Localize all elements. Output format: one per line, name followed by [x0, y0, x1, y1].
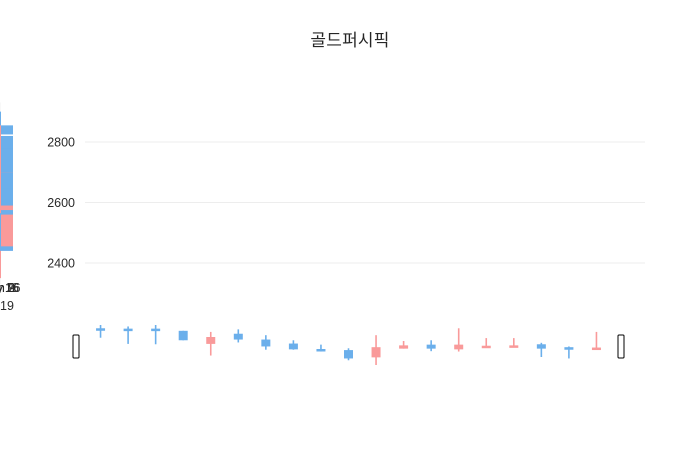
rangeslider-candle	[233, 329, 243, 343]
rangeslider-candle	[123, 326, 133, 344]
rangeslider-candle	[591, 331, 601, 351]
candle	[0, 111, 13, 192]
rangeslider-candle	[316, 344, 326, 352]
rangeslider-candle-body	[123, 328, 133, 332]
y-axis-tick-label: 2400	[47, 257, 75, 271]
rangeslider-candle-body	[233, 333, 243, 340]
candle-body	[0, 148, 13, 173]
x-axis-tick-label: Jun 16	[0, 281, 19, 295]
x-axis-tick-label: Jun 2	[0, 281, 15, 295]
rangeslider-candle-body	[261, 339, 271, 347]
rangeslider-candle	[96, 325, 106, 338]
rangeslider-candle-body	[206, 337, 216, 344]
candle-body	[0, 205, 13, 211]
rangeslider-candle	[151, 325, 161, 345]
rangeslider-candle-body	[426, 344, 436, 349]
x-axis-tick-label: Jun 9	[0, 281, 15, 295]
candle-series	[0, 111, 13, 279]
rangeslider-candle-body	[399, 345, 409, 349]
rangeslider-candle-body	[316, 349, 326, 352]
rangeslider-candle-body	[591, 347, 601, 351]
rangeslider-candle	[206, 331, 216, 356]
x-axis-tick-labels: May 26 2019 Jun 2Jun 9Jun 16	[0, 281, 21, 313]
rangeslider-handles[interactable]	[72, 334, 625, 359]
rangeslider-candle	[178, 330, 188, 341]
rangeslider-candle-body	[96, 328, 106, 331]
chart-title: 골드퍼시픽	[310, 31, 390, 50]
candle	[0, 129, 13, 185]
rangeslider-candle	[481, 338, 491, 349]
rangeslider-candle-body	[178, 330, 188, 341]
rangeslider-candle	[371, 335, 381, 365]
rangeslider-candle	[509, 338, 519, 348]
rangeslider-candle	[288, 340, 298, 350]
rangeslider-candle-series	[96, 325, 601, 365]
rangeslider-candle	[344, 348, 353, 361]
x-axis-tick-label: May 26	[0, 281, 21, 295]
rangeslider-candle-body	[481, 345, 491, 349]
y-axis-tick-label: 2800	[47, 136, 75, 150]
rangeslider-candle	[399, 341, 409, 349]
rangeslider-candle-body	[151, 328, 161, 332]
rangeslider-candle-body	[536, 344, 546, 349]
rangeslider-candle-body	[344, 350, 353, 359]
range-end-handle[interactable]	[617, 334, 625, 359]
y-axis-tick-labels: 2400 2600 2800	[47, 136, 75, 271]
x-axis-tick-label: 2019	[0, 299, 14, 313]
rangeslider-candle	[454, 328, 464, 352]
rangeslider-candle-body	[288, 343, 298, 350]
rangeslider-candle-body	[454, 344, 464, 350]
rangeslider-candle	[564, 346, 574, 359]
y-gridlines	[85, 141, 645, 264]
rangeslider-candle	[536, 342, 546, 357]
rangeslider-candle	[426, 340, 436, 352]
candle	[0, 140, 13, 214]
rangeslider-candle-body	[564, 347, 574, 350]
rangeslider-candle	[261, 335, 271, 350]
rangeslider-candle-body	[371, 347, 381, 358]
y-axis-tick-label: 2600	[47, 196, 75, 210]
rangeslider-candle-body	[509, 345, 519, 348]
range-start-handle[interactable]	[72, 334, 80, 359]
candle-body	[0, 126, 13, 135]
